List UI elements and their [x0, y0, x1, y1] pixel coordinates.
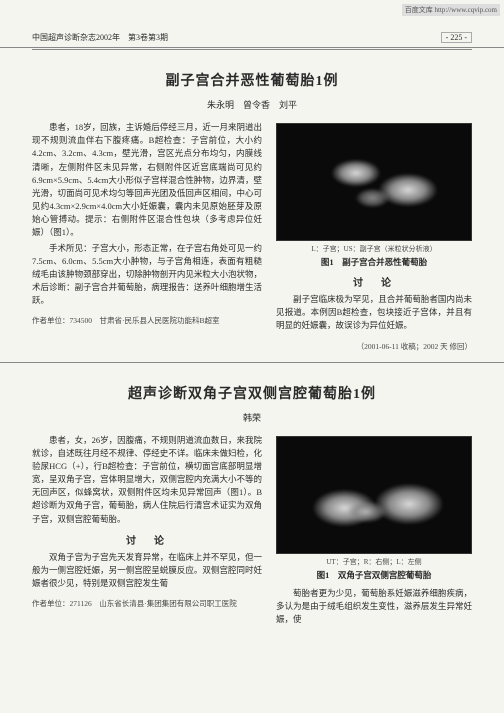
a2-paragraph-3: 萄胎者更为少见，葡萄胎系妊娠滋养细胞疾病，多认为是由于绒毛组织发生变性，滋养层发… — [276, 587, 472, 627]
a2-figure-caption: 图1 双角子宫双侧宫腔葡萄胎 — [276, 569, 472, 581]
a1-figure: L：子宫；US：副子宫（米粒状分析液） 图1 副子宫合并恶性葡萄胎 — [276, 123, 472, 268]
ultrasound-image-2 — [276, 436, 472, 554]
a1-paragraph-1: 患者，18岁，回族，主诉婚后停经三月，近一月来阴道出现不规则流血伴右下腹疼痛。B… — [32, 121, 262, 240]
a1-figure-caption: 图1 副子宫合并恶性葡萄胎 — [276, 256, 472, 268]
a2-author-affiliation: 作者单位：271126 山东省长清县·集团集团有限公司职工医院 — [32, 598, 262, 609]
a2-figure: UT：子宫；R：右侧；L：左侧 图1 双角子宫双侧宫腔葡萄胎 — [276, 436, 472, 581]
article-2-authors: 韩荣 — [32, 411, 472, 424]
a2-paragraph-2: 双角子宫为子宫先天发育异常，在临床上并不罕见，但一般为一侧宫腔妊娠，另一侧宫腔呈… — [32, 551, 262, 591]
a1-discussion-heading: 讨 论 — [276, 274, 472, 289]
a2-discussion-heading: 讨 论 — [32, 532, 262, 547]
a1-author-affiliation: 作者单位：734500 甘肃省·民乐县人民医院功能科B超室 — [32, 315, 262, 326]
journal-title: 中国超声诊断杂志2002年 第3卷第3期 — [32, 32, 168, 43]
article-2: 超声诊断双角子宫双侧宫腔葡萄胎1例 韩荣 患者，女，26岁，因腹痛，不规则阴道流… — [0, 362, 504, 635]
article-1: 副子宫合并恶性葡萄胎1例 朱永明 曾令香 刘平 患者，18岁，回族，主诉婚后停经… — [0, 50, 504, 358]
page-number: - 225 - — [441, 32, 472, 43]
a1-paragraph-2: 手术所见：子宫大小，形态正常，在子宫右角处可见一约7.5cm、6.0cm、5.5… — [32, 242, 262, 308]
article-1-authors: 朱永明 曾令香 刘平 — [32, 98, 472, 111]
a1-figure-subcaption: L：子宫；US：副子宫（米粒状分析液） — [276, 244, 472, 254]
a2-paragraph-1: 患者，女，26岁，因腹痛，不规则阴道流血数日，来我院就诊，自述既往月经不规律、停… — [32, 434, 262, 526]
article-1-title: 副子宫合并恶性葡萄胎1例 — [32, 70, 472, 90]
page-header: 中国超声诊断杂志2002年 第3卷第3期 - 225 - — [0, 0, 504, 48]
a1-date-note: （2001-06-11 收稿；2002 天 修回） — [276, 341, 472, 352]
ultrasound-image-1 — [276, 123, 472, 241]
a2-figure-subcaption: UT：子宫；R：右侧；L：左侧 — [276, 557, 472, 567]
article-2-title: 超声诊断双角子宫双侧宫腔葡萄胎1例 — [32, 383, 472, 403]
a1-paragraph-3: 副子宫临床极为罕见，且合并葡萄胎者国内尚未见报道。本例因B超检查，包块接近子宫体… — [276, 293, 472, 333]
